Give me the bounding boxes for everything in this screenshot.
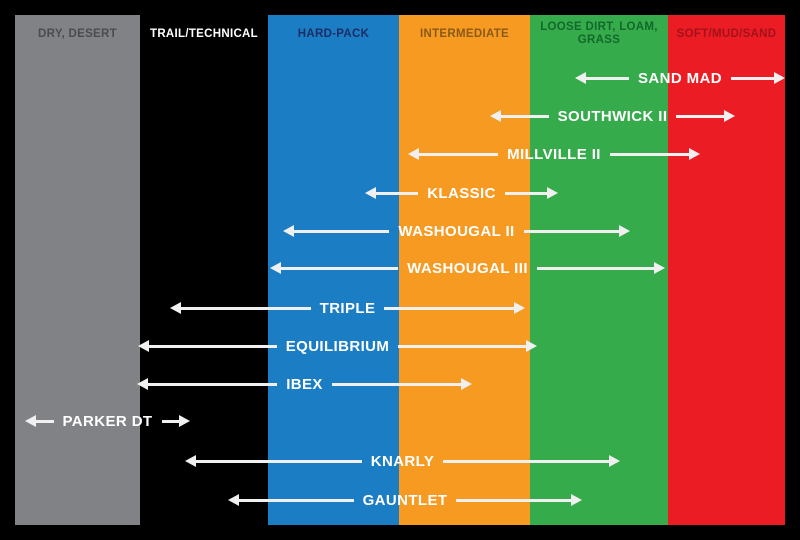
terrain-header-label: INTERMEDIATE bbox=[420, 27, 509, 40]
terrain-band-intermediate bbox=[399, 15, 530, 525]
terrain-band-hard-pack bbox=[268, 15, 399, 525]
terrain-band-trail-technical bbox=[140, 15, 268, 525]
terrain-header-label: HARD-PACK bbox=[297, 27, 370, 40]
terrain-band-soft-mud-sand bbox=[668, 15, 785, 525]
terrain-header-intermediate: INTERMEDIATE bbox=[399, 15, 530, 53]
terrain-header-hard-pack: HARD-PACK bbox=[268, 15, 399, 53]
terrain-header-trail-technical: TRAIL/TECHNICAL bbox=[140, 15, 268, 53]
terrain-band-dry-desert bbox=[15, 15, 140, 525]
terrain-header-label: TRAIL/TECHNICAL bbox=[150, 27, 258, 40]
terrain-header-label: LOOSE DIRT, LOAM, GRASS bbox=[540, 21, 658, 46]
terrain-band-loose-dirt-loam-grass bbox=[530, 15, 668, 525]
terrain-header-dry-desert: DRY, DESERT bbox=[15, 15, 140, 53]
terrain-header-label: SOFT/MUD/SAND bbox=[676, 27, 777, 40]
terrain-header-label: DRY, DESERT bbox=[38, 27, 117, 40]
terrain-header-loose-dirt-loam-grass: LOOSE DIRT, LOAM, GRASS bbox=[530, 15, 668, 53]
terrain-header-soft-mud-sand: SOFT/MUD/SAND bbox=[668, 15, 785, 53]
